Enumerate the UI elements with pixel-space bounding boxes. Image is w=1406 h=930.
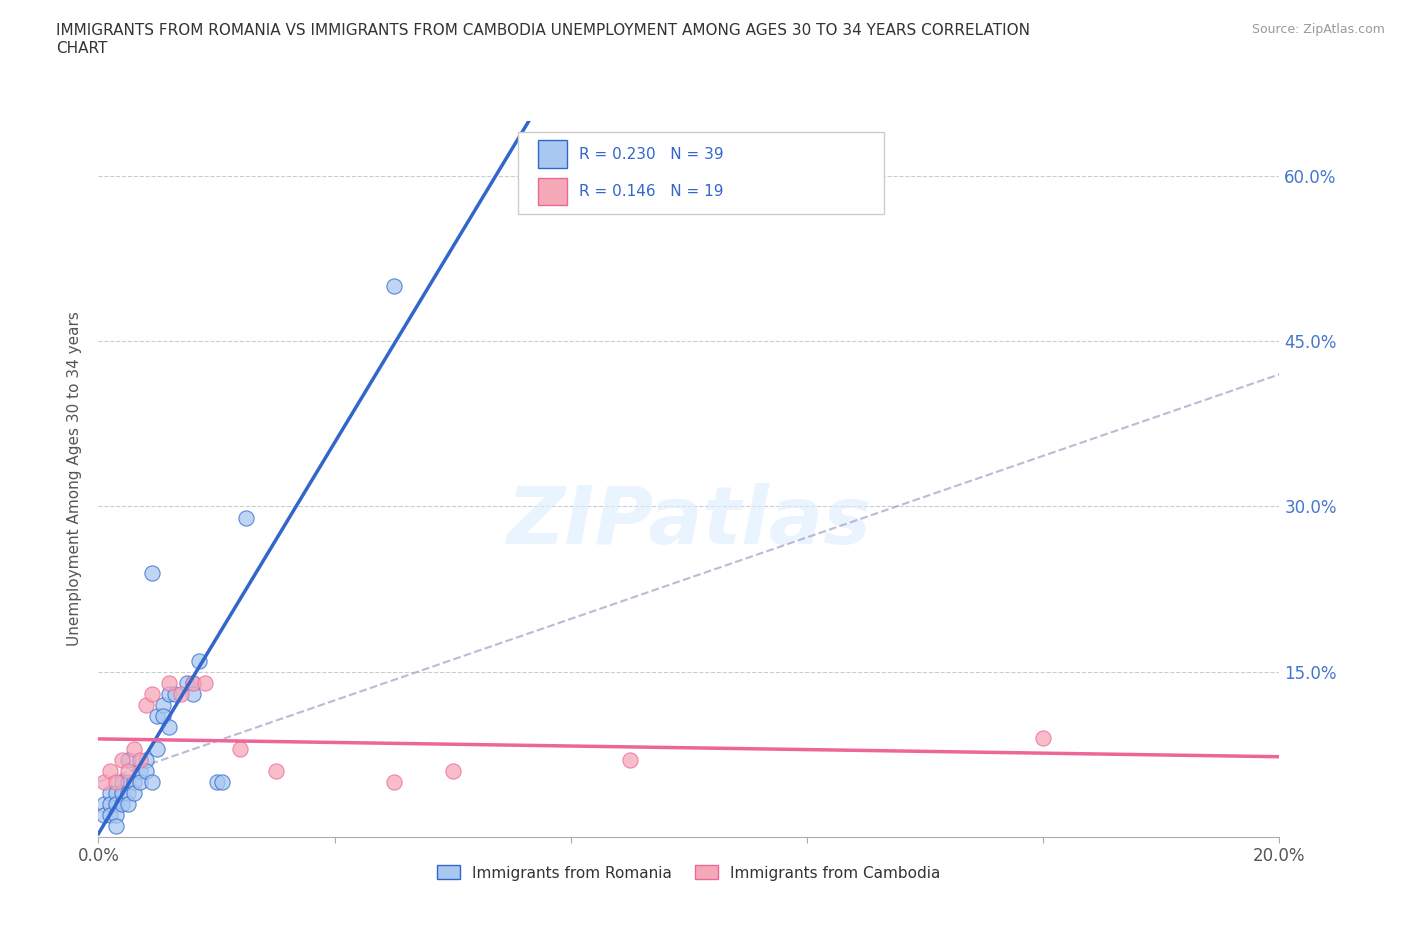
Point xyxy=(152,698,174,712)
Point xyxy=(93,775,115,790)
Point xyxy=(146,709,169,724)
Point xyxy=(382,775,405,790)
Point xyxy=(176,675,198,690)
Point xyxy=(98,764,121,778)
Point xyxy=(152,709,174,724)
Bar xyxy=(537,178,567,206)
Point xyxy=(105,775,128,790)
Point xyxy=(194,675,217,690)
Point xyxy=(105,786,128,801)
Point xyxy=(128,775,150,790)
Point xyxy=(135,698,157,712)
Point xyxy=(141,686,163,701)
Point xyxy=(111,786,134,801)
Text: ZIPatlas: ZIPatlas xyxy=(506,483,872,561)
Point xyxy=(619,752,641,767)
Point xyxy=(111,752,134,767)
Point xyxy=(157,675,180,690)
Point xyxy=(146,741,169,756)
Legend: Immigrants from Romania, Immigrants from Cambodia: Immigrants from Romania, Immigrants from… xyxy=(432,859,946,886)
Point xyxy=(181,686,204,701)
Point xyxy=(122,741,145,756)
Point xyxy=(141,775,163,790)
Text: R = 0.230   N = 39: R = 0.230 N = 39 xyxy=(579,147,724,162)
Point xyxy=(105,807,128,822)
FancyBboxPatch shape xyxy=(517,132,884,214)
Point xyxy=(93,807,115,822)
Text: R = 0.146   N = 19: R = 0.146 N = 19 xyxy=(579,184,724,199)
Point xyxy=(1032,730,1054,745)
Point xyxy=(128,764,150,778)
Point xyxy=(181,675,204,690)
Point xyxy=(117,752,139,767)
Text: Source: ZipAtlas.com: Source: ZipAtlas.com xyxy=(1251,23,1385,36)
Point xyxy=(122,775,145,790)
Point xyxy=(117,796,139,811)
Point xyxy=(111,796,134,811)
Point xyxy=(264,764,287,778)
Bar xyxy=(537,140,567,167)
Point xyxy=(98,807,121,822)
Point xyxy=(98,786,121,801)
Point xyxy=(382,279,405,294)
Point xyxy=(93,796,115,811)
Point xyxy=(157,720,180,735)
Point xyxy=(117,764,139,778)
Point xyxy=(181,675,204,690)
Point xyxy=(135,764,157,778)
Point xyxy=(441,764,464,778)
Point xyxy=(128,752,150,767)
Point xyxy=(141,565,163,580)
Point xyxy=(117,775,139,790)
Point xyxy=(165,686,187,701)
Point xyxy=(205,775,228,790)
Y-axis label: Unemployment Among Ages 30 to 34 years: Unemployment Among Ages 30 to 34 years xyxy=(67,312,83,646)
Point xyxy=(111,775,134,790)
Point xyxy=(135,752,157,767)
Point xyxy=(98,796,121,811)
Text: IMMIGRANTS FROM ROMANIA VS IMMIGRANTS FROM CAMBODIA UNEMPLOYMENT AMONG AGES 30 T: IMMIGRANTS FROM ROMANIA VS IMMIGRANTS FR… xyxy=(56,23,1031,56)
Point xyxy=(235,510,257,525)
Point xyxy=(122,786,145,801)
Point xyxy=(170,686,193,701)
Point xyxy=(105,818,128,833)
Point xyxy=(229,741,252,756)
Point xyxy=(211,775,233,790)
Point xyxy=(157,686,180,701)
Point xyxy=(117,786,139,801)
Point xyxy=(105,796,128,811)
Point xyxy=(187,653,209,668)
